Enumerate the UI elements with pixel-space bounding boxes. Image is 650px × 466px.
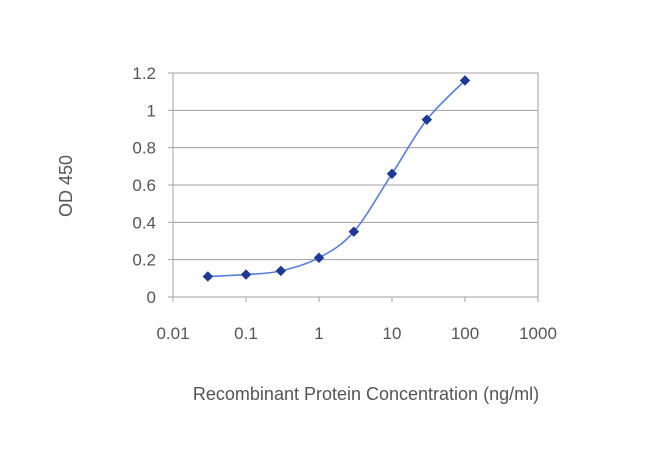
data-point-marker (202, 271, 214, 282)
x-axis-ticks: 0.01 0.1 1 10 100 1000 (156, 297, 557, 343)
data-point-marker (313, 252, 325, 264)
x-tick-label: 100 (451, 324, 479, 343)
y-axis-title: OD 450 (56, 155, 76, 217)
data-point-marker (240, 269, 252, 280)
y-tick-label: 0 (147, 288, 156, 307)
y-tick-label: 0.8 (132, 139, 156, 158)
x-axis-title: Recombinant Protein Concentration (ng/ml… (193, 384, 539, 404)
series-markers (202, 75, 471, 282)
y-tick-label: 0.4 (132, 213, 156, 232)
y-tick-label: 0.2 (132, 251, 156, 270)
gridlines (173, 109, 538, 261)
x-tick-label: 1000 (519, 324, 557, 343)
x-tick-label: 0.1 (234, 324, 258, 343)
data-point-marker (459, 75, 471, 86)
y-tick-label: 1 (147, 101, 156, 120)
data-point-marker (275, 265, 287, 277)
y-axis-ticks: 0 0.2 0.4 0.6 0.8 1 1.2 (132, 64, 173, 307)
x-tick-label: 1 (314, 324, 323, 343)
x-tick-label: 10 (383, 324, 402, 343)
y-tick-label: 1.2 (132, 64, 156, 83)
data-point-marker (386, 168, 398, 180)
y-tick-label: 0.6 (132, 176, 156, 195)
data-point-marker (421, 114, 433, 126)
x-tick-label: 0.01 (156, 324, 189, 343)
data-point-marker (348, 226, 360, 238)
